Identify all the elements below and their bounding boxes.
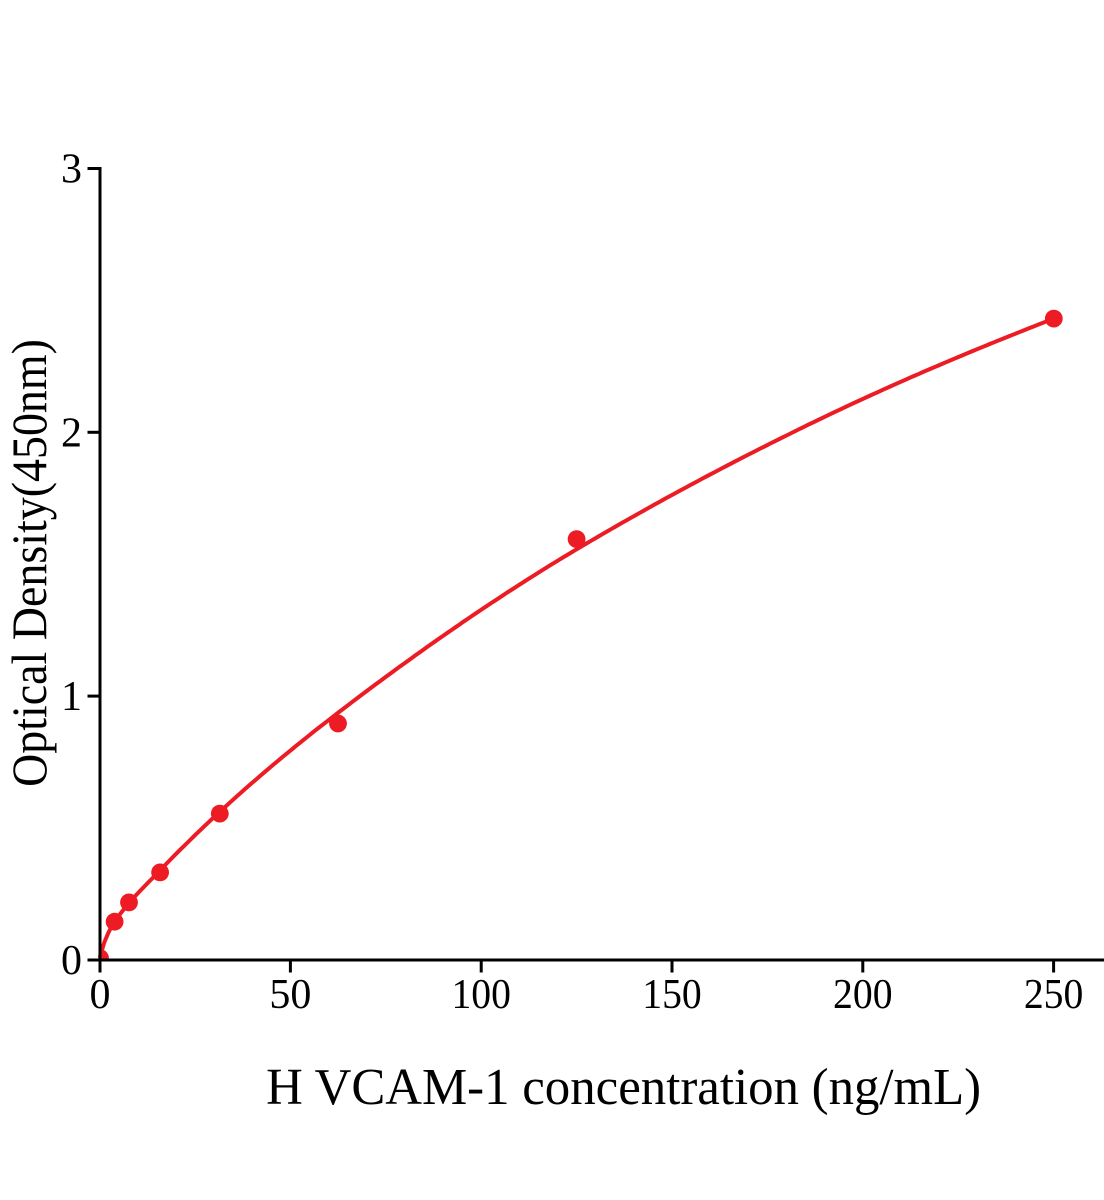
svg-text:200: 200: [833, 972, 893, 1018]
svg-text:250: 250: [1024, 972, 1084, 1018]
svg-text:150: 150: [642, 972, 702, 1018]
svg-text:100: 100: [451, 972, 511, 1018]
svg-text:50: 50: [269, 972, 311, 1018]
svg-text:3: 3: [61, 147, 82, 193]
svg-text:0: 0: [61, 938, 82, 984]
svg-text:H VCAM-1 concentration (ng/mL): H VCAM-1 concentration (ng/mL): [266, 1059, 981, 1116]
svg-text:Optical Density(450nm): Optical Density(450nm): [1, 339, 57, 787]
svg-text:0: 0: [90, 972, 111, 1018]
svg-text:1: 1: [61, 674, 82, 720]
svg-text:2: 2: [61, 410, 82, 456]
